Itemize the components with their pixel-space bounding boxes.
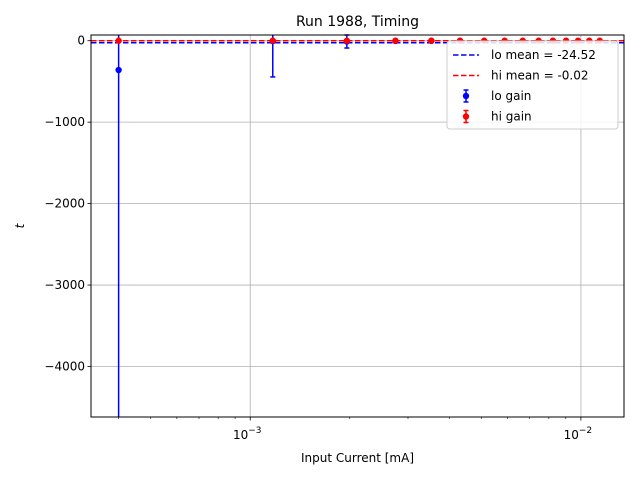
y-tick-label: −4000 [44, 360, 85, 374]
legend-label: hi mean = -0.02 [491, 69, 589, 83]
x-axis: 10−3 10−2 [118, 417, 593, 442]
legend: lo mean = -24.52 hi mean = -0.02 lo gain hi… [446, 40, 619, 130]
legend-label: lo gain [491, 89, 531, 103]
y-axis-label: t [13, 222, 27, 228]
data-point [392, 37, 399, 44]
legend-label: lo mean = -24.52 [491, 48, 596, 62]
legend-marker-swatch [462, 92, 470, 100]
chart-title: Run 1988, Timing [296, 14, 419, 30]
plot-frame [90, 34, 625, 418]
legend-box [446, 40, 619, 130]
y-tick-label: −1000 [44, 115, 85, 129]
data-point [115, 66, 122, 74]
y-tick-label: −3000 [44, 278, 85, 292]
data-point [428, 37, 435, 44]
data-point [343, 37, 351, 44]
y-axis: 0 −1000 −2000 −3000 −4000 [44, 34, 91, 374]
x-tick-label: 10−2 [564, 426, 593, 442]
y-tick-label: 0 [77, 34, 85, 48]
y-tick-label: −2000 [44, 197, 85, 211]
legend-label: hi gain [491, 110, 532, 124]
x-tick-label: 10−3 [233, 426, 262, 442]
data-point [269, 37, 276, 44]
data-point [115, 37, 122, 44]
x-axis-label: Input Current [mA] [301, 451, 414, 465]
legend-marker-swatch [462, 113, 470, 120]
